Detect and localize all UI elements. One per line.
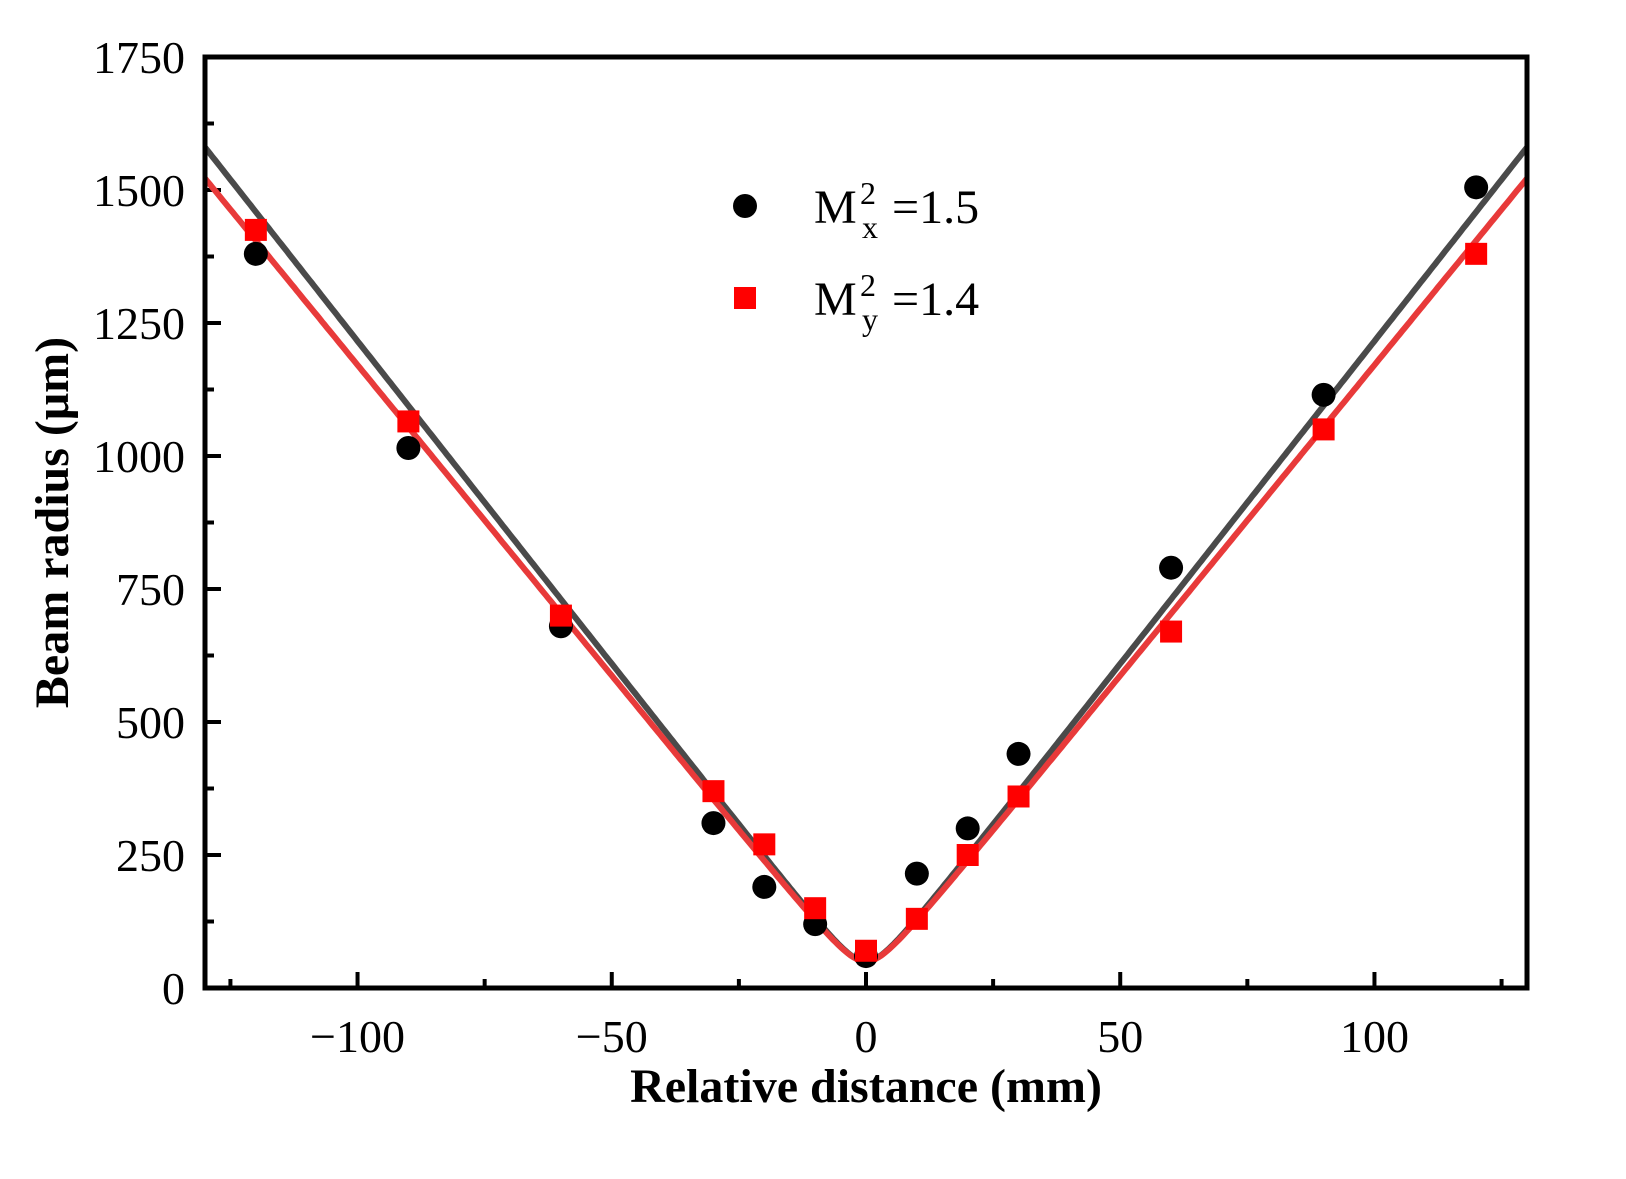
data-points bbox=[243, 175, 1489, 969]
y-tick-label: 1000 bbox=[93, 431, 185, 482]
point-square bbox=[244, 218, 267, 241]
legend-entry-x: M 2 x =1.5 bbox=[733, 175, 979, 245]
point-square bbox=[397, 410, 420, 433]
legend-label-subscript: x bbox=[862, 209, 878, 245]
point-square bbox=[1312, 418, 1335, 441]
y-tick-label: 500 bbox=[116, 697, 185, 748]
y-tick-label: 250 bbox=[116, 830, 185, 881]
point-circle bbox=[1464, 175, 1489, 200]
point-circle bbox=[1311, 382, 1336, 407]
y-tick-label: 1250 bbox=[93, 298, 185, 349]
legend-label-subscript: y bbox=[862, 301, 878, 337]
legend-label-value: =1.5 bbox=[892, 181, 979, 234]
point-circle bbox=[243, 241, 268, 266]
y-tick-label: 1500 bbox=[93, 165, 185, 216]
point-circle bbox=[1006, 741, 1031, 766]
y-tick-label: 0 bbox=[162, 963, 185, 1014]
x-tick-label: 50 bbox=[1097, 1011, 1143, 1062]
point-circle bbox=[701, 811, 726, 836]
point-square bbox=[804, 897, 827, 920]
point-square bbox=[549, 604, 572, 627]
point-square bbox=[702, 780, 725, 803]
x-tick-label: −50 bbox=[576, 1011, 648, 1062]
y-axis-title: Beam radius (μm) bbox=[26, 337, 79, 708]
legend-marker-circle bbox=[733, 194, 757, 218]
legend-entry-y: M 2 y =1.4 bbox=[734, 267, 979, 337]
point-square bbox=[905, 907, 928, 930]
legend-label-superscript: 2 bbox=[860, 175, 876, 211]
legend-label-base: M bbox=[814, 181, 857, 234]
y-tick-label: 750 bbox=[116, 564, 185, 615]
legend-label-superscript: 2 bbox=[860, 267, 876, 303]
point-circle bbox=[1159, 555, 1184, 580]
point-square bbox=[1160, 620, 1183, 643]
point-circle bbox=[955, 816, 980, 841]
point-circle bbox=[752, 874, 777, 899]
point-square bbox=[1007, 785, 1030, 808]
point-square bbox=[753, 833, 776, 856]
point-circle bbox=[396, 436, 421, 461]
x-tick-label: 0 bbox=[855, 1011, 878, 1062]
point-square bbox=[956, 844, 979, 866]
x-axis-title: Relative distance (mm) bbox=[630, 1060, 1102, 1113]
legend: M 2 x =1.5 M 2 y =1.4 bbox=[733, 175, 979, 337]
plot-frame bbox=[202, 54, 1530, 991]
x-tick-label: 100 bbox=[1340, 1011, 1409, 1062]
point-circle bbox=[904, 861, 929, 886]
y-tick-label: 1750 bbox=[93, 32, 185, 83]
x-tick-label: −100 bbox=[310, 1011, 405, 1062]
point-square bbox=[855, 939, 877, 962]
legend-marker-square bbox=[734, 287, 756, 309]
legend-label-value: =1.4 bbox=[892, 273, 979, 326]
legend-label-base: M bbox=[814, 273, 857, 326]
point-square bbox=[1465, 242, 1488, 265]
